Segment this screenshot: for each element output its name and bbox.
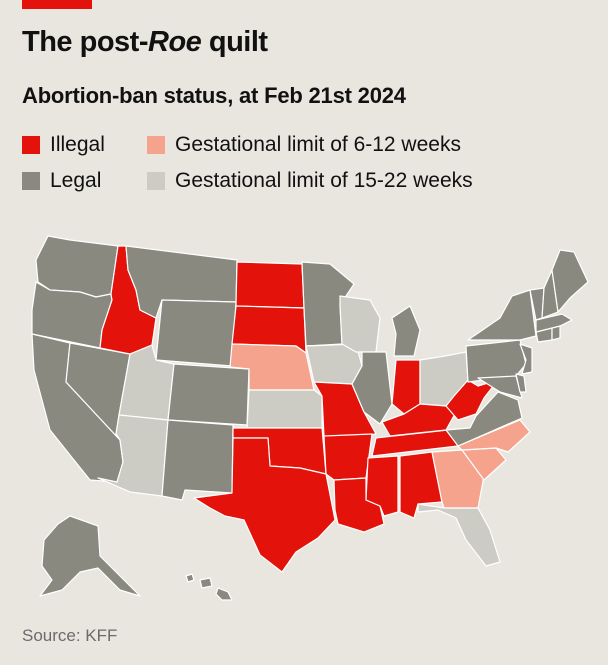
legend-label-limit-6-12: Gestational limit of 6-12 weeks [175,133,461,156]
legend-label-limit-15-22: Gestational limit of 15-22 weeks [175,169,473,192]
state-texas [193,437,336,573]
brand-tag [22,0,92,9]
state-pennsylvania [465,339,527,383]
state-virginia [445,391,523,447]
legend-swatch-legal [22,172,40,190]
state-alaska [39,515,141,597]
us-map [0,222,608,602]
legend-label-illegal: Illegal [50,133,105,156]
state-north-dakota [235,261,305,309]
state-north-carolina [457,419,531,453]
state-new-mexico [161,419,234,501]
source-note: Source: KFF [22,626,118,645]
legend-item-illegal: Illegal [22,133,105,157]
legend-item-legal: Legal [22,169,101,193]
state-michigan [391,305,421,357]
state-indiana [391,359,421,415]
chart-subtitle: Abortion-ban status, at Feb 21st 2024 [22,83,406,108]
legend-swatch-limit-15-22 [147,172,165,190]
state-hawaii-1 [185,573,195,583]
state-wisconsin [339,295,381,353]
legend-item-limit-6-12: Gestational limit of 6-12 weeks [147,133,461,157]
chart-title: The post-Roe quilt [22,26,268,58]
state-hawaii-3 [215,587,233,601]
state-new-jersey [519,343,533,375]
state-wyoming [155,299,237,367]
legend-swatch-illegal [22,136,40,154]
state-arkansas [323,433,373,481]
state-new-york [467,289,537,341]
state-colorado [167,363,250,426]
legend-item-limit-15-22: Gestational limit of 15-22 weeks [147,169,473,193]
state-louisiana [333,477,385,533]
state-hawaii-2 [199,577,213,589]
state-maine [551,249,589,313]
state-mississippi [365,455,399,517]
legend-label-legal: Legal [50,169,102,192]
state-delaware [515,373,527,393]
us-map-svg [31,235,589,601]
state-washington [35,235,119,298]
legend-swatch-limit-6-12 [147,136,165,154]
state-kansas [246,389,323,429]
state-florida [417,503,501,567]
state-massachusetts [535,313,573,333]
state-maryland [477,375,523,399]
state-illinois [351,351,393,425]
